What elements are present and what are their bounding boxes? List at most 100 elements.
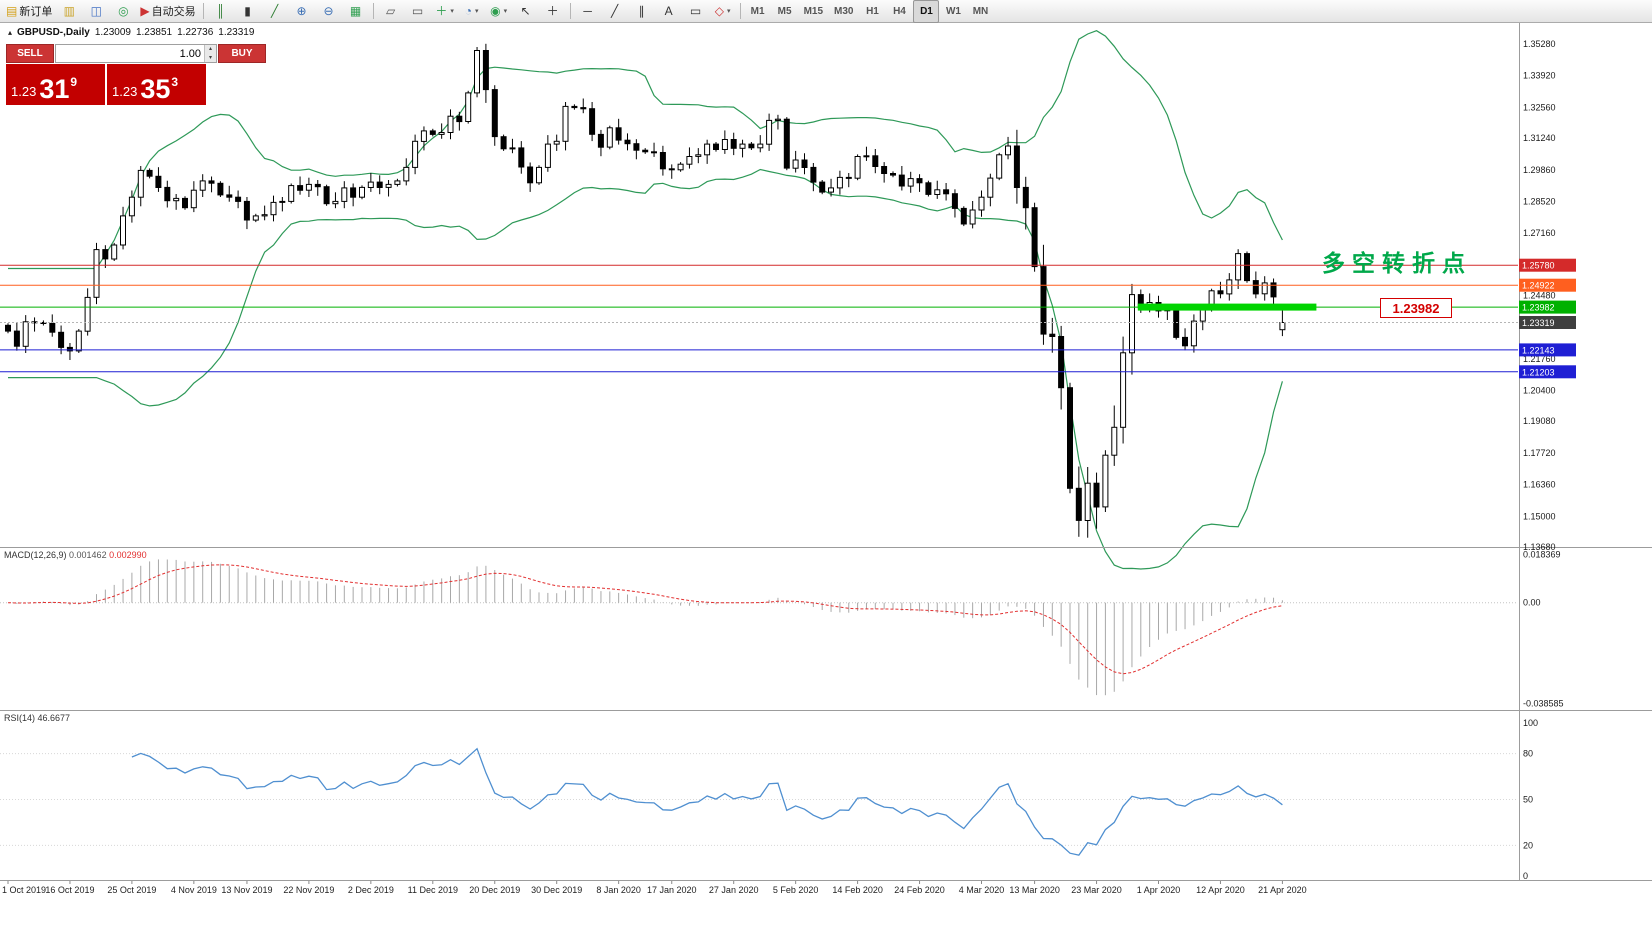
- timeframe-h4-button[interactable]: H4: [893, 5, 906, 17]
- date-label: 27 Jan 2020: [709, 885, 759, 895]
- price-tag: 1.21203: [1519, 365, 1576, 379]
- zoom-in-button[interactable]: ⊕: [289, 1, 315, 22]
- candlestick-mode-button[interactable]: ▮: [235, 1, 261, 22]
- thick-green-level-bar[interactable]: [1137, 303, 1317, 311]
- volume-spinner: ▴ ▾: [204, 45, 216, 62]
- svg-text:1.13680: 1.13680: [1523, 542, 1556, 552]
- chart-profiles-icon: ▥: [63, 4, 76, 18]
- new-order-button[interactable]: ▤ 新订单: [3, 1, 55, 22]
- price-tag: 1.23982: [1519, 300, 1576, 314]
- rsi-label: RSI(14) 46.6677: [4, 713, 70, 723]
- svg-text:1.22143: 1.22143: [1522, 345, 1555, 355]
- trendline-tool-icon: ╱: [610, 4, 619, 18]
- volume-down-button[interactable]: ▾: [205, 53, 216, 62]
- price-chart-canvas[interactable]: 1.35280 1.33920 1.32560 1.31240 1.29860 1.285…: [0, 23, 1652, 899]
- zoom-out-button[interactable]: ⊖: [316, 1, 342, 22]
- timeframe-w1-button[interactable]: W1: [945, 5, 961, 17]
- periods-menu-caret[interactable]: ▾: [474, 8, 479, 15]
- indicators-menu-caret[interactable]: ▾: [503, 8, 508, 15]
- date-label: 25 Oct 2019: [107, 885, 156, 895]
- chart-profiles-button[interactable]: ▥: [56, 1, 82, 22]
- horizontal-line-tool-button[interactable]: ─: [575, 1, 601, 22]
- equidistant-channel-tool-button[interactable]: ∥: [629, 1, 655, 22]
- timeframe-m1-button[interactable]: M1: [750, 5, 765, 17]
- bar-chart-mode-button[interactable]: ║: [208, 1, 234, 22]
- svg-text:1.25780: 1.25780: [1522, 261, 1555, 271]
- timeframe-d1-button[interactable]: D1: [913, 0, 940, 23]
- date-label: 17 Jan 2020: [647, 885, 697, 895]
- svg-text:1.24480: 1.24480: [1523, 291, 1556, 301]
- svg-text:1.27160: 1.27160: [1523, 228, 1556, 238]
- horizontal-levels[interactable]: [0, 264, 1518, 373]
- svg-text:1.21760: 1.21760: [1523, 354, 1556, 364]
- periods-menu-button[interactable]: ◔ ▾: [459, 1, 485, 22]
- new-chart-button[interactable]: ＋ ▾: [432, 1, 458, 22]
- macd-axis-label: 0.018369: [1523, 550, 1561, 560]
- timeframe-m5-button[interactable]: M5: [777, 5, 792, 17]
- svg-text:1.32560: 1.32560: [1523, 102, 1556, 112]
- shapes-menu-button[interactable]: ◇ ▾: [710, 1, 736, 22]
- buy-price-small: 1.23: [112, 84, 138, 99]
- buy-price-big: 35: [140, 74, 171, 104]
- main-toolbar: ▤ 新订单 ▥ ◫ ◎ ▶ 自动交易 ║ ▮ ╱ ⊕ ⊖ ▦ ▱ ▭ ＋ ▾ ◔ ▾ ◉ ▾ ↖ ＋ ─ ╱ ∥ A ▭ ◇ ▾ M1 M5 M…: [0, 0, 1652, 23]
- tile-windows-button[interactable]: ▦: [343, 1, 369, 22]
- quote-open: 1.23009: [94, 27, 131, 38]
- buy-button[interactable]: BUY: [218, 44, 266, 63]
- date-label: 1 Oct 2019: [2, 885, 46, 895]
- sell-price-sup: 9: [70, 75, 78, 89]
- terminal-button[interactable]: ◫: [83, 1, 109, 22]
- crosshair-tool-icon: ＋: [546, 4, 559, 18]
- bollinger-upper-line: [8, 30, 1283, 270]
- text-label-tool-button[interactable]: ▭: [683, 1, 709, 22]
- cascade-windows-button[interactable]: ▱: [378, 1, 404, 22]
- date-label: 2 Dec 2019: [348, 885, 394, 895]
- autotrading-icon: ▶: [140, 4, 150, 18]
- autotrading-button[interactable]: ▶ 自动交易: [137, 1, 198, 22]
- sell-price-button[interactable]: 1.23 31 9: [6, 64, 105, 105]
- timeframe-m30-button[interactable]: M30: [834, 5, 854, 17]
- new-chart-caret[interactable]: ▾: [450, 8, 454, 15]
- shapes-menu-caret[interactable]: ▾: [726, 8, 731, 15]
- timeframe-h1-button[interactable]: H1: [866, 5, 879, 17]
- price-tag: 1.22143: [1519, 343, 1576, 357]
- signals-icon: ◎: [118, 4, 129, 18]
- sell-price-small: 1.23: [11, 84, 37, 99]
- svg-text:1.28520: 1.28520: [1523, 196, 1556, 206]
- candlestick-mode-icon: ▮: [244, 4, 251, 18]
- time-axis[interactable]: 1 Oct 2019 16 Oct 2019 25 Oct 2019 4 Nov 20…: [2, 881, 1307, 895]
- cascade-windows-icon: ▱: [385, 4, 396, 18]
- buy-price-button[interactable]: 1.23 35 3: [107, 64, 206, 105]
- date-label: 4 Mar 2020: [959, 885, 1005, 895]
- price-tag: 1.24922: [1519, 278, 1576, 292]
- crosshair-tool-button[interactable]: ＋: [540, 1, 566, 22]
- volume-input[interactable]: [56, 45, 204, 62]
- timeframe-m15-button[interactable]: M15: [803, 5, 824, 17]
- date-label: 24 Feb 2020: [894, 885, 945, 895]
- date-label: 30 Dec 2019: [531, 885, 582, 895]
- indicators-menu-button[interactable]: ◉ ▾: [486, 1, 512, 22]
- sell-price-big: 31: [39, 74, 70, 104]
- symbol-period-label: GBPUSD-,Daily: [17, 27, 90, 38]
- rsi-axis-label: 0: [1523, 871, 1528, 881]
- price-tag: 1.23319: [1519, 316, 1576, 329]
- trendline-tool-button[interactable]: ╱: [602, 1, 628, 22]
- toolbar-separator: [569, 3, 571, 19]
- timeframe-mn-button[interactable]: MN: [972, 5, 989, 17]
- toolbar-separator: [202, 3, 204, 19]
- zoom-out-icon: ⊖: [323, 4, 334, 18]
- zoom-in-icon: ⊕: [296, 4, 307, 18]
- volume-up-button[interactable]: ▴: [205, 45, 216, 54]
- signals-button[interactable]: ◎: [110, 1, 136, 22]
- svg-text:1.19080: 1.19080: [1523, 416, 1556, 426]
- date-label: 1 Apr 2020: [1137, 885, 1181, 895]
- arrange-windows-button[interactable]: ▭: [405, 1, 431, 22]
- text-tool-button[interactable]: A: [656, 1, 682, 22]
- sell-button[interactable]: SELL: [6, 44, 54, 63]
- cursor-tool-icon: ↖: [520, 4, 531, 18]
- svg-text:1.15000: 1.15000: [1523, 511, 1556, 521]
- one-click-collapse-toggle[interactable]: ▴: [8, 28, 13, 37]
- rsi-axis-label: 50: [1523, 795, 1533, 805]
- line-chart-mode-button[interactable]: ╱: [262, 1, 288, 22]
- svg-text:1.21203: 1.21203: [1522, 367, 1555, 377]
- cursor-tool-button[interactable]: ↖: [513, 1, 539, 22]
